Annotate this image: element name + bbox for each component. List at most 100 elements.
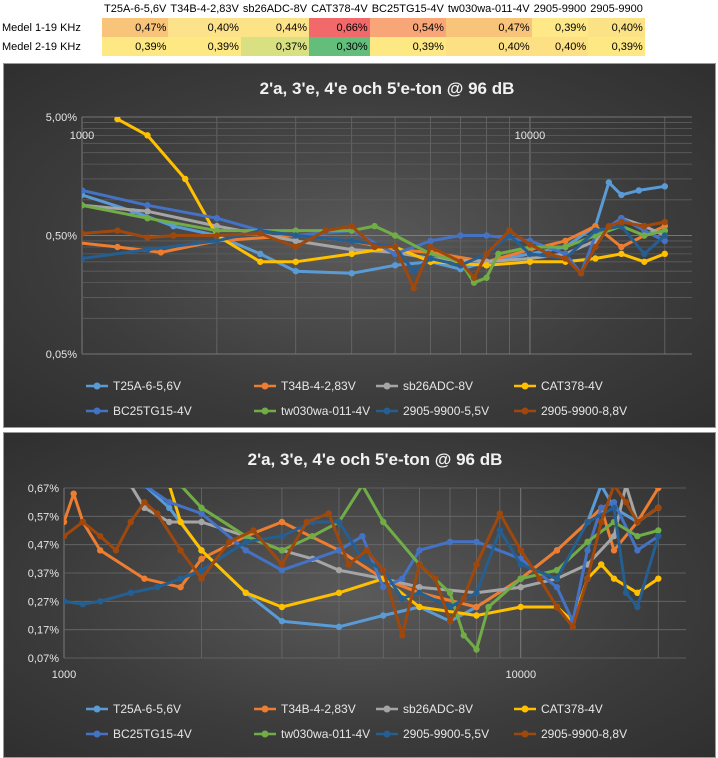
- data-point: [82, 202, 86, 209]
- data-point: [157, 249, 165, 256]
- data-point: [82, 230, 86, 237]
- data-point: [242, 538, 249, 546]
- data-point: [410, 267, 417, 275]
- data-point: [292, 227, 299, 234]
- data-point: [292, 237, 299, 245]
- data-point: [198, 555, 205, 563]
- data-point: [278, 561, 286, 568]
- data-point: [348, 250, 355, 258]
- data-point: [64, 598, 68, 605]
- data-point: [278, 547, 286, 554]
- data-point: [598, 504, 605, 512]
- data-point: [391, 243, 399, 251]
- summary-cell: 0,44%: [240, 18, 310, 37]
- data-point: [170, 232, 177, 239]
- data-point: [661, 237, 669, 245]
- data-point: [599, 488, 603, 489]
- data-point: [257, 258, 264, 265]
- data-point: [641, 222, 648, 230]
- data-point: [446, 589, 454, 597]
- data-point: [114, 117, 121, 123]
- data-point: [198, 575, 205, 582]
- summary-cell: 0,39%: [531, 18, 589, 37]
- data-point: [64, 518, 68, 526]
- series-line: [82, 220, 667, 290]
- data-point: [322, 227, 329, 234]
- data-point: [526, 258, 534, 265]
- data-point: [250, 527, 257, 534]
- data-point: [460, 595, 467, 602]
- legend-label: tw030wa-011-4V: [281, 404, 370, 418]
- chart-linear-scale: 2'a, 3'e, 4'e och 5'e-ton @ 96 dB 0,07% 0,…: [3, 432, 716, 758]
- y-tick-label: 0,37%: [28, 568, 59, 580]
- legend-label: 2905-9900-8,8V: [541, 404, 627, 418]
- data-point: [661, 183, 669, 190]
- data-point: [584, 547, 591, 554]
- data-point: [517, 575, 524, 582]
- data-point: [278, 617, 286, 625]
- data-point: [506, 227, 513, 234]
- data-point: [348, 237, 355, 245]
- data-point: [278, 603, 286, 611]
- legend-label: sb26ADC-8V: [403, 702, 473, 716]
- data-point: [112, 547, 120, 554]
- summary-cell: 0,39%: [369, 37, 446, 56]
- data-point: [144, 214, 151, 222]
- data-point: [605, 222, 613, 230]
- data-point: [457, 232, 464, 239]
- summary-table: T25A-6-5,6V T34B-4-2,83V sb26ADC-8V CAT3…: [0, 0, 645, 56]
- data-point: [612, 488, 616, 489]
- y-tick-label: 0,05%: [46, 349, 77, 361]
- data-point: [292, 258, 299, 265]
- data-point: [610, 547, 618, 554]
- chart-log-scale: 2'a, 3'e, 4'e och 5'e-ton @ 96 dB 5,00% 0,…: [3, 63, 716, 428]
- summary-header-blank: [0, 0, 102, 18]
- summary-cell: 0,39%: [168, 37, 241, 56]
- data-point: [177, 518, 184, 526]
- legend-marker: [93, 705, 101, 713]
- summary-cell: 0,30%: [309, 37, 370, 56]
- data-point: [213, 214, 221, 222]
- data-point: [309, 532, 316, 540]
- summary-header: CAT378-4V: [311, 3, 368, 15]
- data-point: [82, 255, 86, 262]
- data-point: [410, 284, 417, 292]
- data-point: [198, 510, 205, 517]
- data-point: [618, 250, 625, 258]
- data-point: [363, 547, 370, 554]
- data-point: [641, 227, 648, 234]
- data-point: [129, 488, 133, 489]
- data-point: [485, 603, 492, 611]
- legend-marker: [261, 382, 269, 390]
- data-point: [391, 262, 399, 269]
- legend-label: T34B-4-2,83V: [281, 379, 356, 393]
- data-point: [661, 250, 669, 258]
- data-point: [655, 532, 662, 540]
- data-point: [242, 547, 249, 554]
- data-point: [35, 232, 41, 238]
- data-point: [432, 575, 439, 582]
- legend-marker: [383, 407, 391, 415]
- legend-label: BC25TG15-4V: [113, 404, 192, 418]
- summary-header: BC25TG15-4V: [371, 3, 444, 15]
- data-point: [303, 518, 310, 526]
- data-point: [198, 547, 205, 554]
- y-tick-label: 0,57%: [28, 511, 59, 523]
- data-point: [584, 575, 591, 582]
- data-point: [371, 243, 378, 251]
- x-tick-label: 10000: [515, 130, 546, 142]
- data-point: [70, 490, 77, 497]
- data-point: [360, 488, 364, 489]
- plot-area: [64, 488, 662, 653]
- data-point: [144, 246, 151, 253]
- data-point: [154, 510, 161, 517]
- data-point: [655, 488, 662, 492]
- data-point: [517, 603, 524, 611]
- summary-cell: 0,47%: [102, 18, 169, 37]
- data-point: [483, 262, 490, 269]
- data-point: [198, 504, 205, 512]
- data-point: [446, 617, 454, 625]
- data-point: [142, 488, 146, 489]
- legend-label: 2905-9900-8,8V: [541, 727, 627, 741]
- data-point: [427, 243, 434, 251]
